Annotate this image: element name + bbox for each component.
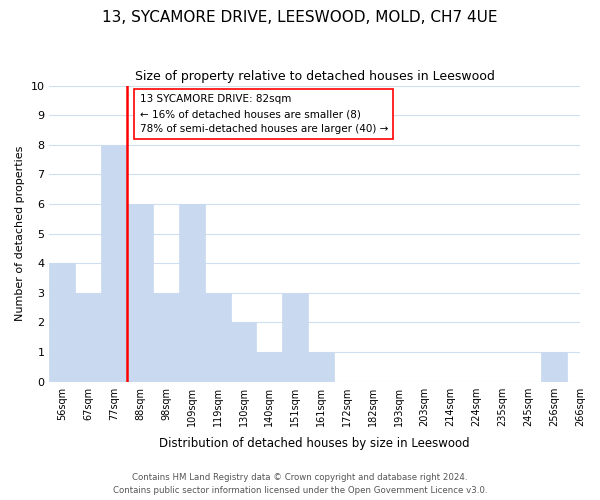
Bar	[75, 293, 101, 382]
Bar	[256, 352, 283, 382]
Bar	[230, 322, 256, 382]
Bar	[127, 204, 153, 382]
Bar	[49, 263, 75, 382]
Y-axis label: Number of detached properties: Number of detached properties	[15, 146, 25, 322]
Bar	[205, 293, 230, 382]
Bar	[153, 293, 179, 382]
Bar	[541, 352, 567, 382]
Text: 13, SYCAMORE DRIVE, LEESWOOD, MOLD, CH7 4UE: 13, SYCAMORE DRIVE, LEESWOOD, MOLD, CH7 …	[102, 10, 498, 25]
Bar	[101, 145, 127, 382]
Bar	[283, 293, 308, 382]
Bar	[308, 352, 334, 382]
X-axis label: Distribution of detached houses by size in Leeswood: Distribution of detached houses by size …	[160, 437, 470, 450]
Text: Contains HM Land Registry data © Crown copyright and database right 2024.
Contai: Contains HM Land Registry data © Crown c…	[113, 474, 487, 495]
Bar	[179, 204, 205, 382]
Text: 13 SYCAMORE DRIVE: 82sqm
← 16% of detached houses are smaller (8)
78% of semi-de: 13 SYCAMORE DRIVE: 82sqm ← 16% of detach…	[140, 94, 388, 134]
Title: Size of property relative to detached houses in Leeswood: Size of property relative to detached ho…	[135, 70, 494, 83]
